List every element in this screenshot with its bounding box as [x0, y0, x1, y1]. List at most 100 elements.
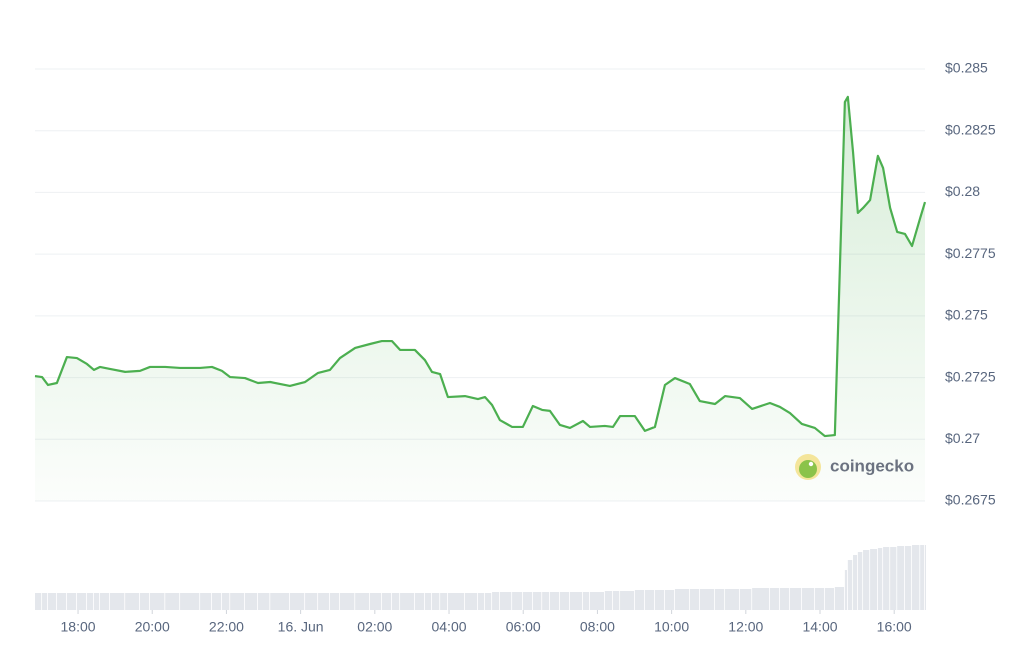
volume-bar — [244, 593, 258, 610]
volume-bar — [715, 589, 725, 610]
volume-bar — [883, 547, 890, 610]
volume-bar — [604, 591, 613, 610]
volume-bar — [824, 588, 835, 610]
volume-bar — [35, 593, 42, 610]
watermark-text: coingecko — [830, 456, 914, 475]
volume-bar — [414, 593, 425, 610]
volume-bar — [370, 593, 382, 610]
volume-bar — [42, 593, 48, 610]
line — [34, 95, 927, 438]
y-tick-label: $0.2775 — [945, 245, 996, 261]
volume-bar — [844, 570, 848, 610]
volume-bar — [853, 555, 858, 610]
x-tick-label: 14:00 — [802, 619, 837, 635]
x-tick-label: 02:00 — [357, 619, 392, 635]
volume-bar — [440, 593, 448, 610]
volume-bar — [674, 589, 689, 610]
x-tick-label: 04:00 — [431, 619, 466, 635]
volume-bar — [559, 592, 570, 610]
y-tick-label: $0.27 — [945, 430, 980, 446]
volume-bar — [125, 593, 140, 610]
volume-bar — [877, 548, 883, 610]
volume-bar — [699, 589, 715, 610]
x-tick-label: 22:00 — [209, 619, 244, 635]
area-fill — [35, 96, 925, 501]
volume-bar — [620, 591, 635, 610]
volume-bar — [270, 593, 290, 610]
volume-bar — [329, 593, 340, 610]
x-tick-label: 16:00 — [877, 619, 912, 635]
volume-bar — [512, 592, 523, 610]
area — [35, 96, 925, 501]
volume-bar — [230, 593, 245, 610]
volume-bar — [257, 593, 270, 610]
volume-bar — [76, 593, 87, 610]
volume-bar — [180, 593, 200, 610]
volume-bar — [589, 592, 605, 610]
volume-bar — [447, 593, 465, 610]
volume-bar — [150, 593, 165, 610]
volume-bar — [897, 546, 905, 610]
y-tick-label: $0.285 — [945, 60, 988, 76]
volume-bar — [654, 590, 665, 610]
volume-bar — [86, 593, 94, 610]
volume-bar — [925, 545, 926, 610]
volume-bar — [355, 593, 370, 610]
volume-bar — [139, 593, 150, 610]
volume-bar — [769, 588, 780, 610]
volume-bar — [725, 589, 740, 610]
x-tick-label: 10:00 — [654, 619, 689, 635]
volume-bar — [549, 592, 560, 610]
y-tick-label: $0.275 — [945, 307, 988, 323]
x-tick-label: 12:00 — [728, 619, 763, 635]
y-tick-label: $0.2675 — [945, 492, 996, 508]
volume-bar — [532, 592, 542, 610]
x-tick-label: 18:00 — [61, 619, 96, 635]
logo-eye — [808, 461, 814, 467]
volume-bar — [165, 593, 180, 610]
volume-bar — [305, 593, 318, 610]
x-tick-label: 20:00 — [135, 619, 170, 635]
volume-bar — [211, 593, 222, 610]
y-tick-label: $0.2825 — [945, 121, 996, 137]
volume-bar — [221, 593, 230, 610]
volume-bar — [612, 591, 620, 610]
x-tick-label: 16. Jun — [278, 619, 324, 635]
x-tick-label: 08:00 — [580, 619, 615, 635]
volume-bar — [56, 593, 67, 610]
volume-bar — [863, 550, 870, 610]
volume-bar — [99, 593, 110, 610]
volume-bar — [400, 593, 415, 610]
volume-bar — [424, 593, 432, 610]
volume-bar — [66, 593, 77, 610]
volume-bar — [542, 592, 550, 610]
volume-bar — [847, 560, 853, 610]
volume-bar — [814, 588, 825, 610]
volume-bar — [890, 547, 897, 610]
volume-bar — [485, 593, 492, 610]
grid — [35, 68, 925, 614]
volume-bar — [920, 545, 925, 610]
volume-bar — [752, 588, 770, 610]
volume-bar — [834, 587, 845, 610]
volume-bar — [664, 590, 675, 610]
volume-bar — [431, 593, 440, 610]
watermark: coingecko — [795, 454, 914, 480]
volume-bar — [522, 592, 533, 610]
volume-bar — [789, 588, 802, 610]
volume-bar — [492, 592, 500, 610]
logo-body — [799, 460, 817, 478]
volume-bar — [644, 590, 655, 610]
price-line — [34, 95, 927, 438]
y-tick-label: $0.2725 — [945, 368, 996, 384]
x-tick-label: 06:00 — [506, 619, 541, 635]
volume-bar — [381, 593, 392, 610]
volume-bar — [477, 593, 485, 610]
volume-bar — [582, 592, 590, 610]
volume-bar — [634, 590, 645, 610]
volume-bars — [35, 545, 926, 610]
volume-bar — [47, 593, 57, 610]
volume-bar — [339, 593, 355, 610]
